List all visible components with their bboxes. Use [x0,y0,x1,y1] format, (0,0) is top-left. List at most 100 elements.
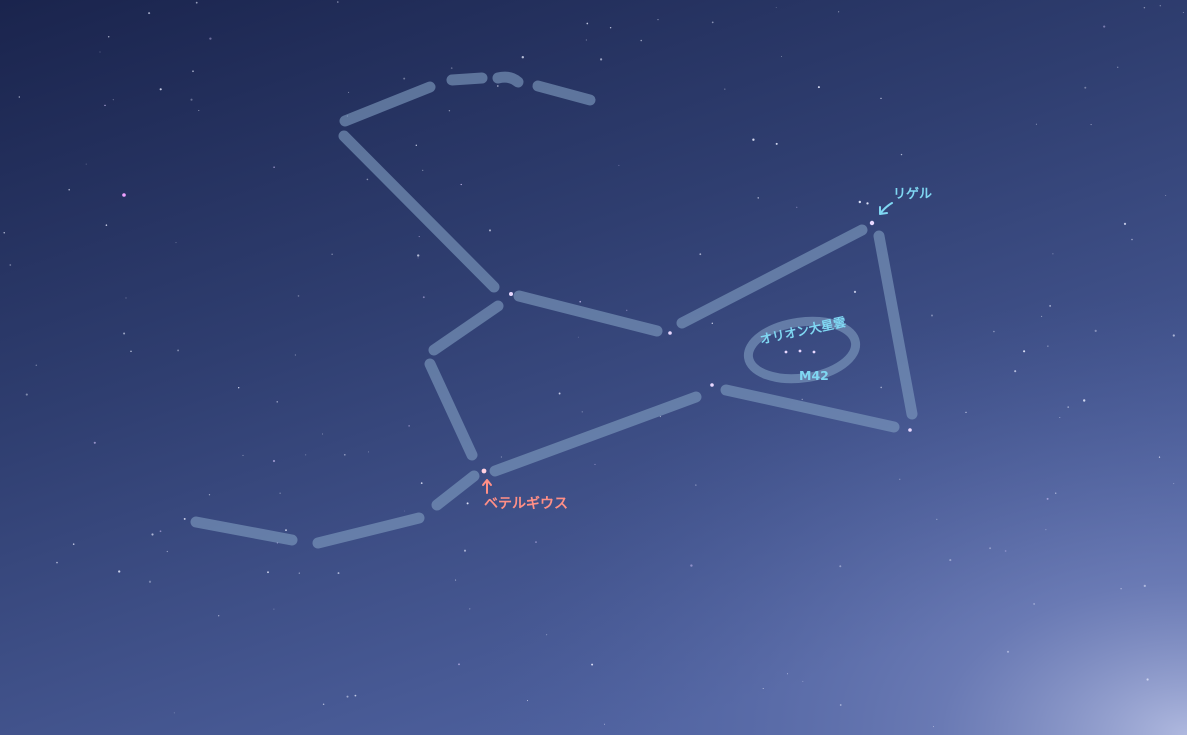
star [305,454,307,456]
star [322,433,323,435]
star [173,712,175,714]
star-shoulder [509,292,513,296]
star [209,37,212,40]
star [25,393,28,396]
star [422,296,425,299]
constellation-line [339,81,436,127]
star [817,86,820,89]
star [123,332,126,335]
constellation-line [513,290,663,337]
star [558,392,561,395]
star [839,704,842,706]
star [1117,66,1119,68]
star [190,98,193,101]
star [294,354,296,356]
star [337,572,340,575]
star [3,232,5,234]
constellation-line [873,230,918,420]
star [1146,678,1149,681]
star [448,110,451,112]
star [450,67,453,69]
star [148,580,152,583]
star [1083,399,1086,402]
star-belt [710,383,714,387]
star [880,97,882,100]
constellation-line [431,470,480,511]
star [535,541,537,543]
star [242,454,244,456]
star [346,695,349,698]
star [192,70,194,73]
star [711,21,714,24]
star-field [3,1,1184,728]
star-nebula [784,350,788,354]
star [900,153,903,156]
star [463,549,467,552]
star [198,109,200,112]
star [1090,124,1092,126]
star-belt [668,331,672,335]
star [368,451,369,453]
star [604,723,606,725]
star-betelgeuse [481,468,487,474]
star [148,12,151,15]
star [690,564,693,567]
star [989,547,992,550]
star [500,456,502,458]
star [993,330,995,333]
constellation-line [676,224,868,329]
constellation-line [489,391,702,477]
star [521,56,524,59]
star [1014,370,1017,373]
star [1067,406,1070,408]
constellation-line [492,71,524,88]
star [1023,350,1026,353]
star [417,257,419,259]
star [166,550,168,553]
star-saiph [908,428,912,432]
star [276,401,278,403]
star [965,411,967,414]
star [1172,334,1175,337]
star [417,254,420,257]
star [949,559,952,562]
star [585,39,588,41]
star [279,492,281,494]
star [125,297,127,299]
star [238,387,240,389]
star [35,364,38,367]
star [151,533,154,536]
constellation-line [312,512,425,549]
constellation-line [720,384,900,433]
star [488,229,492,232]
star [609,26,612,29]
star [460,183,462,186]
star [1004,550,1007,552]
star [858,200,861,204]
star [99,51,101,53]
star [1159,5,1161,7]
star [408,425,410,427]
star [594,463,596,465]
star [1173,483,1175,485]
constellation-line [338,130,500,293]
star [1143,6,1146,9]
star [1143,584,1146,588]
star [9,264,12,266]
star [175,242,177,244]
star [933,726,934,728]
star [107,36,110,38]
star [1046,497,1049,500]
star [752,138,755,141]
star [455,579,457,581]
star [403,77,406,80]
star-nebula [798,349,802,353]
star [546,634,548,636]
star [577,336,579,338]
star [724,88,726,90]
star [1055,492,1057,494]
star [640,39,642,42]
star [337,1,339,3]
constellation-line [446,72,488,86]
